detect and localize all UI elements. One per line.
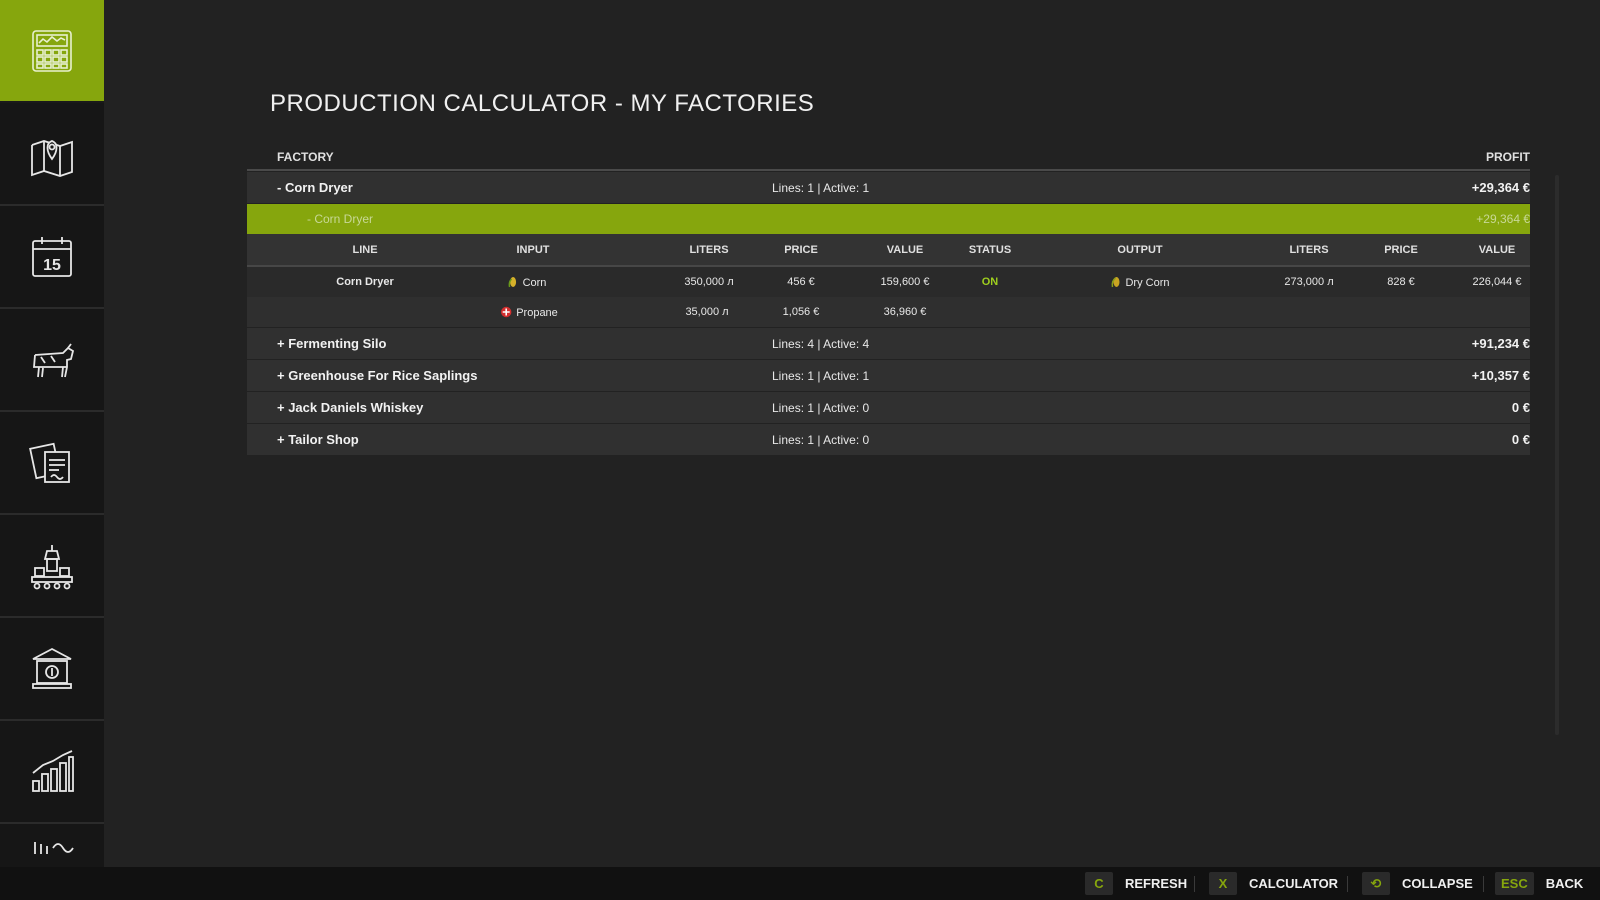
col-status: STATUS [968,244,1012,256]
production-icon [31,544,73,589]
factory-lines: Lines: 1 | Active: 1 [772,369,870,383]
more-icon [34,842,74,854]
sidebar-item-more[interactable] [0,824,104,867]
input-name: Propane [516,307,558,319]
input-name: Corn [522,277,547,289]
back-button[interactable]: ESC BACK [1495,867,1583,900]
input-price: 456 € [787,276,815,288]
production-line-name: - Corn Dryer [307,212,374,226]
refresh-label: REFRESH [1125,876,1188,891]
collapse-label: COLLAPSE [1402,876,1473,891]
sidebar-item-calendar[interactable]: 15 [0,206,104,309]
sidebar-item-production[interactable] [0,515,104,618]
calculator-label: CALCULATOR [1249,876,1339,891]
col-input: INPUT [516,244,550,256]
input-liters: 35,000 л [685,306,729,318]
calculator-key: X [1209,872,1237,895]
factory-lines: Lines: 1 | Active: 0 [772,401,870,415]
sidebar: 15 [0,0,104,867]
detail-header: LINE INPUT LITERS PRICE VALUE STATUS OUT… [247,234,1530,267]
factory-profit: 0 € [1511,432,1530,447]
sidebar-item-map[interactable] [0,103,104,206]
input-price: 1,056 € [782,306,820,318]
col-out-price: PRICE [1384,244,1418,256]
input-item: Propane [500,306,558,319]
factory-row[interactable]: + Greenhouse For Rice Saplings Lines: 1 … [247,360,1530,391]
back-label: BACK [1545,876,1584,891]
back-key: ESC [1495,872,1534,895]
hint-divider [1194,876,1195,892]
sidebar-item-statistics[interactable] [0,721,104,824]
factory-profit: +29,364 € [1471,180,1530,195]
col-out-liters: LITERS [1289,244,1329,256]
factory-name: - Corn Dryer [277,180,353,195]
col-output: OUTPUT [1117,244,1163,256]
sidebar-item-contracts[interactable] [0,412,104,515]
sidebar-item-calculator[interactable] [0,0,104,101]
factory-lines: Lines: 4 | Active: 4 [772,337,870,351]
col-in-value: VALUE [886,244,924,256]
line-name: Corn Dryer [336,276,394,288]
factory-profit: +91,234 € [1471,336,1530,351]
hint-divider [1347,876,1348,892]
output-name: Dry Corn [1125,277,1170,289]
factory-name: + Jack Daniels Whiskey [277,400,424,415]
corn-icon [508,277,517,288]
button-hint-bar: C REFRESH X CALCULATOR ⟲ COLLAPSE ESC BA… [0,867,1600,900]
table-header: FACTORY PROFIT [247,142,1530,171]
output-price: 828 € [1387,276,1415,288]
page-title: PRODUCTION CALCULATOR - MY FACTORIES [270,90,815,117]
factory-row-corn-dryer[interactable]: - Corn Dryer Lines: 1 | Active: 1 +29,36… [247,172,1530,203]
refresh-button[interactable]: C REFRESH [1085,867,1187,900]
sidebar-item-finances[interactable] [0,618,104,721]
col-in-liters: LITERS [689,244,729,256]
factory-table: FACTORY PROFIT - Corn Dryer Lines: 1 | A… [247,142,1530,455]
output-value: 226,044 € [1472,276,1522,288]
calendar-day: 15 [43,257,61,274]
factory-lines: Lines: 1 | Active: 1 [772,181,870,195]
sidebar-item-animals[interactable] [0,309,104,412]
hint-divider [1483,876,1484,892]
propane-icon [501,306,512,318]
input-item: Corn [508,276,547,289]
factory-profit: +10,357 € [1471,368,1530,383]
input-value: 36,960 € [883,306,927,318]
dry-corn-icon [1111,277,1120,288]
detail-row: Propane 35,000 л 1,056 € 36,960 € [247,297,1530,327]
scrollbar[interactable] [1555,175,1559,735]
map-icon [31,139,73,177]
calendar-icon: 15 [32,236,72,277]
cow-icon [33,342,75,377]
factory-name: + Tailor Shop [277,432,359,447]
col-header-factory: FACTORY [277,150,334,164]
contracts-icon [29,442,70,483]
factory-row[interactable]: + Fermenting Silo Lines: 4 | Active: 4 +… [247,328,1530,359]
factory-row[interactable]: + Jack Daniels Whiskey Lines: 1 | Active… [247,392,1530,423]
collapse-key-icon: ⟲ [1362,872,1390,895]
input-liters: 350,000 л [684,276,734,288]
production-line-profit: +29,364 € [1476,212,1530,226]
calculator-button[interactable]: X CALCULATOR [1209,867,1338,900]
statistics-icon [32,749,74,792]
output-item: Dry Corn [1110,276,1170,289]
refresh-key: C [1085,872,1113,895]
factory-name: + Fermenting Silo [277,336,387,351]
col-line: LINE [352,244,378,256]
col-in-price: PRICE [784,244,818,256]
factory-lines: Lines: 1 | Active: 0 [772,433,870,447]
bank-icon [32,647,72,689]
factory-row[interactable]: + Tailor Shop Lines: 1 | Active: 0 0 € [247,424,1530,455]
input-value: 159,600 € [880,276,930,288]
detail-row: Corn Dryer Corn 350,000 л 456 € 159,600 … [247,267,1530,297]
status-badge: ON [981,276,999,288]
calculator-icon [32,29,72,72]
output-liters: 273,000 л [1284,276,1334,288]
col-header-profit: PROFIT [1486,150,1530,164]
factory-name: + Greenhouse For Rice Saplings [277,368,478,383]
production-line-row-selected[interactable]: - Corn Dryer +29,364 € [247,204,1530,234]
collapse-button[interactable]: ⟲ COLLAPSE [1362,867,1473,900]
factory-profit: 0 € [1511,400,1530,415]
col-out-value: VALUE [1478,244,1516,256]
